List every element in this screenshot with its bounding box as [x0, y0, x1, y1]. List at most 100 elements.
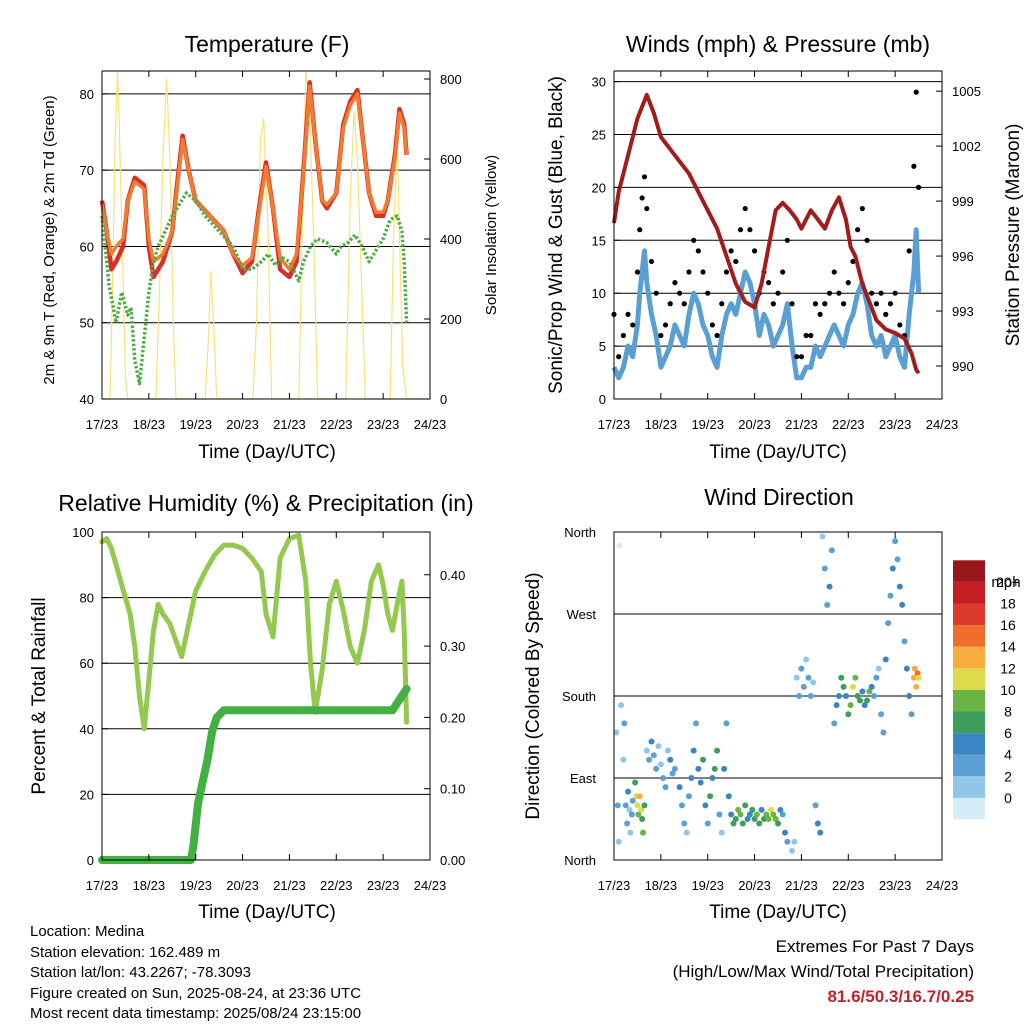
gust-point [620, 332, 626, 339]
direction-point [735, 806, 742, 813]
direction-point [725, 793, 732, 800]
direction-point [615, 838, 622, 845]
gust-point [766, 280, 772, 286]
legend-label: 14 [1000, 639, 1016, 655]
gust-point [826, 290, 833, 296]
humidity-y-tick-label: 0 [87, 853, 94, 868]
humidity-x-tick-label: 19/23 [179, 878, 212, 893]
gust-point [705, 290, 711, 296]
direction-point [852, 674, 859, 681]
gust-point [616, 354, 622, 360]
direction-y-tick-label: North [564, 525, 596, 540]
humidity-plot-frame [101, 531, 431, 861]
solar-y2-tick-label: 800 [440, 72, 462, 87]
winds-y-tick-label: 10 [592, 286, 606, 301]
gust-point [845, 280, 851, 286]
winds-x-tick-label: 21/23 [785, 417, 818, 432]
direction-point [616, 542, 623, 549]
direction-point [817, 829, 824, 836]
2m_dewpoint-series-line [100, 191, 409, 386]
winds-y-tick-label: 15 [592, 233, 606, 248]
legend-label: 4 [1004, 747, 1012, 763]
direction-point [625, 788, 632, 795]
direction-point [824, 601, 831, 608]
gust-point [751, 248, 758, 254]
humidity-panel: Relative Humidity (%) & Precipitation (i… [29, 490, 474, 923]
winds-series [611, 89, 922, 381]
direction-point [838, 674, 845, 681]
direction-point [646, 756, 653, 763]
direction-point [613, 729, 620, 736]
direction-point [709, 775, 716, 781]
gust-point [873, 301, 880, 307]
pressure-series-line [612, 92, 921, 375]
direction-point [746, 811, 753, 818]
direction-point [730, 820, 737, 827]
temperature-panel: Temperature (F) 405060708002004006008001… [41, 31, 500, 463]
direction-point [868, 683, 875, 690]
gust-point [637, 227, 643, 233]
gust-point [737, 227, 744, 233]
direction-y-tick-label: South [562, 689, 596, 704]
legend-swatch [953, 625, 985, 647]
direction-point [908, 711, 915, 718]
figure-created: Figure created on Sun, 2025-08-24, at 23… [30, 984, 362, 1002]
winds-title: Winds (mph) & Pressure (mb) [626, 31, 930, 57]
direction-point [756, 820, 763, 827]
direction-point [688, 775, 695, 781]
gust-point [644, 205, 650, 212]
gust-point [784, 237, 790, 243]
gust-point [681, 301, 687, 307]
direction-point [744, 816, 751, 822]
legend-swatch [953, 776, 985, 798]
direction-point [662, 784, 669, 791]
gust-point [864, 237, 870, 243]
gust-point [625, 311, 631, 317]
gust-point [897, 322, 903, 328]
gust-point [855, 227, 861, 233]
gust-point [639, 195, 645, 201]
gust-point [911, 163, 917, 169]
direction-point [765, 816, 772, 822]
gust-point [648, 258, 655, 265]
direction-panel: Wind Direction NorthEastSouthWestNorth17… [523, 484, 1021, 923]
direction-point [861, 702, 868, 709]
direction-y-tick-label: North [564, 853, 596, 868]
direction-point [903, 665, 910, 672]
direction-point [626, 806, 633, 813]
direction-x-axis-label: Time (Day/UTC) [709, 902, 847, 923]
direction-gridlines [614, 613, 942, 779]
precipitation-y2-tick-label: 0.40 [440, 568, 465, 583]
gust-point [892, 290, 898, 296]
precipitation-y2-tick-label: 0.00 [440, 853, 465, 868]
direction-point [749, 806, 756, 813]
direction-point [812, 802, 819, 809]
direction-point [892, 538, 899, 545]
legend-label: 12 [1000, 660, 1016, 676]
direction-point [714, 747, 721, 754]
direction-point [914, 670, 921, 677]
direction-point [770, 811, 777, 818]
gust-point [836, 290, 842, 296]
winds-plot-frame [613, 70, 943, 400]
gust-point [634, 269, 641, 275]
legend-label: 0 [1004, 790, 1012, 806]
gust-point [789, 301, 795, 307]
gust-point [653, 290, 659, 296]
humidity-x-axis-label: Time (Day/UTC) [198, 902, 336, 923]
direction-point [763, 811, 770, 818]
pressure-y2-tick-label: 990 [952, 359, 974, 374]
direction-point [828, 547, 835, 554]
direction-point [695, 765, 702, 772]
temperature-x-tick-label: 24/23 [414, 417, 447, 432]
direction-point [864, 697, 871, 704]
winds-x-tick-label: 23/23 [879, 417, 912, 432]
direction-point [819, 533, 826, 540]
gust-point [831, 269, 837, 275]
humidity-series [98, 532, 411, 864]
humidity-y-tick-label: 100 [72, 525, 94, 540]
direction-y-axis-label: Direction (Colored By Speed) [523, 572, 544, 819]
humidity-x-tick-label: 24/23 [414, 878, 447, 893]
humidity-x-tick-label: 18/23 [133, 878, 166, 893]
direction-point [742, 802, 749, 809]
